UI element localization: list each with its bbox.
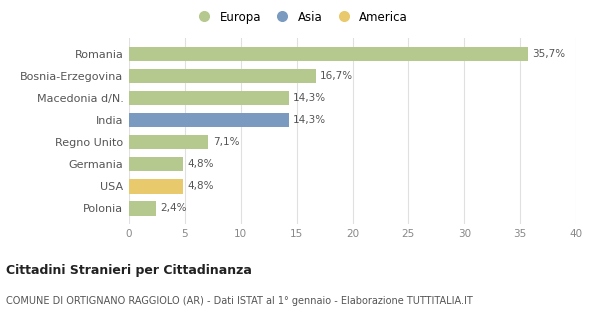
- Text: 4,8%: 4,8%: [187, 159, 214, 169]
- Bar: [129, 113, 289, 127]
- Bar: [129, 201, 156, 216]
- Text: 14,3%: 14,3%: [293, 115, 326, 125]
- Text: 7,1%: 7,1%: [213, 137, 239, 147]
- Bar: [129, 69, 316, 83]
- Bar: [129, 91, 289, 105]
- Text: 4,8%: 4,8%: [187, 181, 214, 191]
- Text: 35,7%: 35,7%: [532, 49, 566, 59]
- Text: COMUNE DI ORTIGNANO RAGGIOLO (AR) - Dati ISTAT al 1° gennaio - Elaborazione TUTT: COMUNE DI ORTIGNANO RAGGIOLO (AR) - Dati…: [6, 296, 473, 306]
- Bar: [129, 47, 528, 61]
- Text: Cittadini Stranieri per Cittadinanza: Cittadini Stranieri per Cittadinanza: [6, 264, 252, 277]
- Bar: [129, 157, 182, 172]
- Bar: [129, 179, 182, 194]
- Text: 2,4%: 2,4%: [160, 204, 187, 213]
- Text: 14,3%: 14,3%: [293, 93, 326, 103]
- Text: 16,7%: 16,7%: [320, 71, 353, 81]
- Legend: Europa, Asia, America: Europa, Asia, America: [188, 6, 412, 28]
- Bar: [129, 135, 208, 149]
